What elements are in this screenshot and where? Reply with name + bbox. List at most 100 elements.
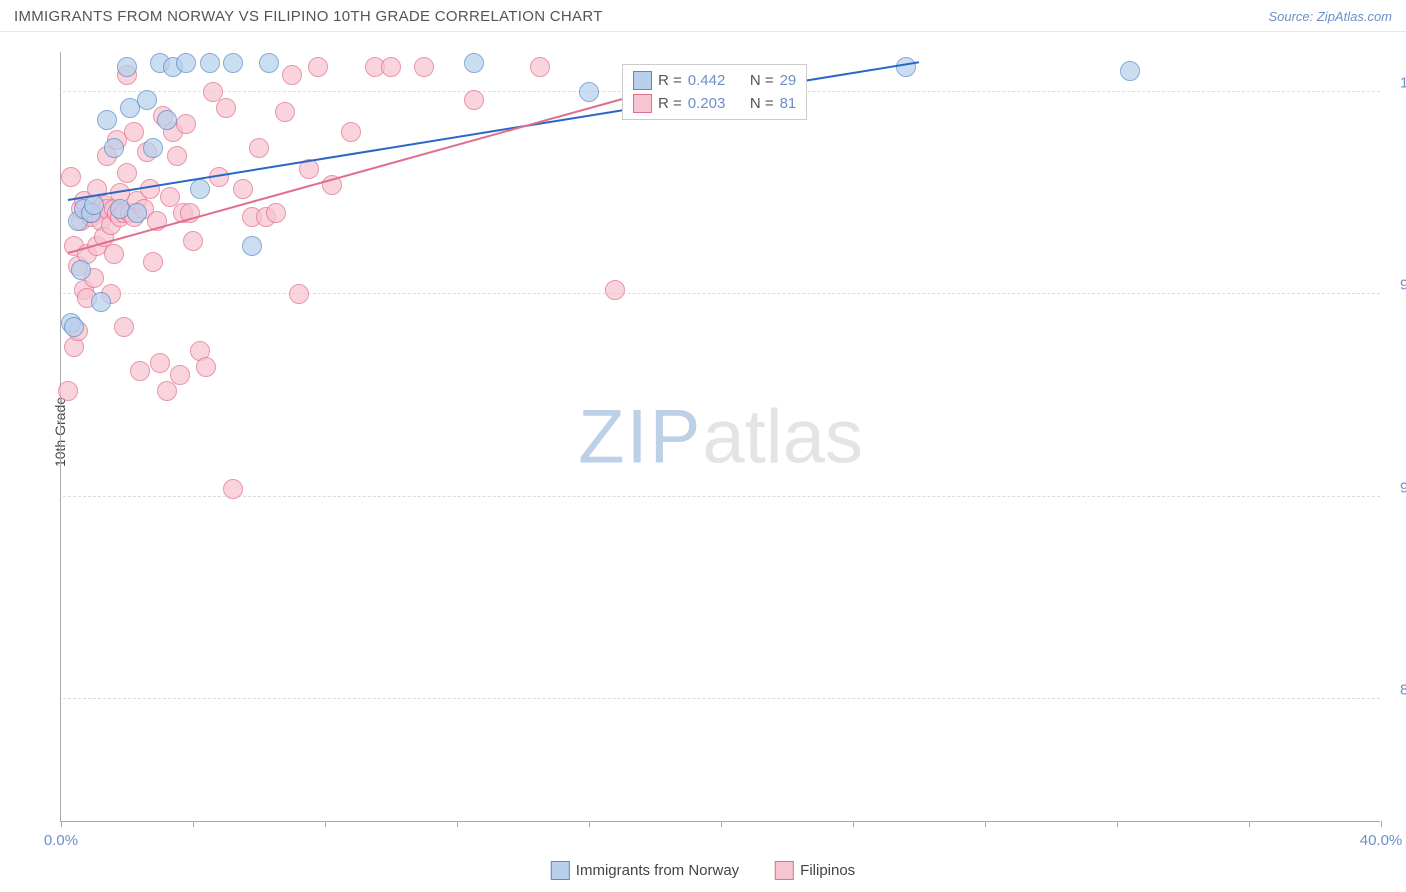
- scatter-point: [1120, 61, 1140, 81]
- scatter-point: [150, 353, 170, 373]
- scatter-point: [176, 114, 196, 134]
- scatter-point: [170, 365, 190, 385]
- chart-header: IMMIGRANTS FROM NORWAY VS FILIPINO 10TH …: [0, 0, 1406, 32]
- n-value: 29: [780, 72, 797, 89]
- swatch-icon: [633, 94, 652, 113]
- scatter-point: [242, 236, 262, 256]
- trend-line: [67, 98, 622, 254]
- x-tick: [1117, 821, 1118, 827]
- scatter-point: [308, 57, 328, 77]
- chart-area: 10th Grade ZIPatlas 85.0%90.0%95.0%100.0…: [50, 42, 1390, 822]
- n-label: N =: [750, 95, 774, 112]
- scatter-point: [157, 381, 177, 401]
- scatter-point: [61, 167, 81, 187]
- scatter-point: [259, 53, 279, 73]
- scatter-point: [124, 122, 144, 142]
- scatter-point: [64, 317, 84, 337]
- scatter-point: [530, 57, 550, 77]
- scatter-point: [282, 65, 302, 85]
- legend-row: R = 0.442 N = 29: [633, 69, 796, 92]
- y-tick-label: 85.0%: [1382, 682, 1406, 699]
- scatter-point: [143, 138, 163, 158]
- x-tick: [1249, 821, 1250, 827]
- r-value: 0.203: [688, 95, 726, 112]
- r-label: R =: [658, 95, 682, 112]
- scatter-point: [71, 260, 91, 280]
- scatter-point: [91, 292, 111, 312]
- watermark-atlas: atlas: [702, 394, 863, 479]
- swatch-icon: [551, 861, 570, 880]
- correlation-legend: R = 0.442 N = 29 R = 0.203 N = 81: [622, 64, 807, 120]
- scatter-point: [289, 284, 309, 304]
- scatter-point: [97, 110, 117, 130]
- x-tick-label: 0.0%: [44, 832, 78, 849]
- scatter-point: [223, 53, 243, 73]
- scatter-point: [104, 244, 124, 264]
- n-value: 81: [780, 95, 797, 112]
- scatter-point: [84, 195, 104, 215]
- watermark: ZIPatlas: [578, 393, 863, 480]
- x-tick: [721, 821, 722, 827]
- legend-item-filipino: Filipinos: [775, 861, 855, 880]
- y-tick-label: 100.0%: [1382, 74, 1406, 91]
- scatter-point: [223, 479, 243, 499]
- scatter-point: [117, 57, 137, 77]
- x-tick: [985, 821, 986, 827]
- scatter-point: [249, 138, 269, 158]
- x-tick: [325, 821, 326, 827]
- x-tick: [193, 821, 194, 827]
- scatter-point: [200, 53, 220, 73]
- y-tick-label: 90.0%: [1382, 479, 1406, 496]
- scatter-point: [137, 90, 157, 110]
- watermark-zip: ZIP: [578, 394, 702, 479]
- x-tick: [1381, 821, 1382, 827]
- x-tick: [457, 821, 458, 827]
- legend-item-norway: Immigrants from Norway: [551, 861, 739, 880]
- scatter-point: [341, 122, 361, 142]
- scatter-point: [381, 57, 401, 77]
- scatter-point: [233, 179, 253, 199]
- scatter-point: [176, 53, 196, 73]
- scatter-point: [196, 357, 216, 377]
- scatter-point: [464, 53, 484, 73]
- x-tick: [589, 821, 590, 827]
- legend-row: R = 0.203 N = 81: [633, 92, 796, 115]
- y-tick-label: 95.0%: [1382, 277, 1406, 294]
- x-tick: [853, 821, 854, 827]
- scatter-point: [464, 90, 484, 110]
- scatter-point: [414, 57, 434, 77]
- bottom-legend: Immigrants from Norway Filipinos: [551, 861, 855, 880]
- x-tick: [61, 821, 62, 827]
- scatter-point: [117, 163, 137, 183]
- scatter-point: [157, 110, 177, 130]
- swatch-icon: [633, 71, 652, 90]
- scatter-point: [58, 381, 78, 401]
- scatter-point: [143, 252, 163, 272]
- scatter-point: [266, 203, 286, 223]
- n-label: N =: [750, 72, 774, 89]
- scatter-point: [167, 146, 187, 166]
- x-tick-label: 40.0%: [1360, 832, 1403, 849]
- scatter-point: [130, 361, 150, 381]
- scatter-point: [579, 82, 599, 102]
- swatch-icon: [775, 861, 794, 880]
- source-label: Source: ZipAtlas.com: [1268, 9, 1392, 24]
- scatter-point: [114, 317, 134, 337]
- r-value: 0.442: [688, 72, 726, 89]
- scatter-plot: ZIPatlas 85.0%90.0%95.0%100.0%0.0%40.0% …: [60, 52, 1380, 822]
- chart-title: IMMIGRANTS FROM NORWAY VS FILIPINO 10TH …: [14, 8, 603, 25]
- scatter-point: [275, 102, 295, 122]
- scatter-point: [104, 138, 124, 158]
- legend-label: Filipinos: [800, 862, 855, 879]
- legend-label: Immigrants from Norway: [576, 862, 739, 879]
- gridline: [63, 293, 1380, 294]
- scatter-point: [127, 203, 147, 223]
- gridline: [63, 496, 1380, 497]
- scatter-point: [190, 179, 210, 199]
- scatter-point: [183, 231, 203, 251]
- scatter-point: [896, 57, 916, 77]
- gridline: [63, 698, 1380, 699]
- scatter-point: [216, 98, 236, 118]
- scatter-point: [605, 280, 625, 300]
- r-label: R =: [658, 72, 682, 89]
